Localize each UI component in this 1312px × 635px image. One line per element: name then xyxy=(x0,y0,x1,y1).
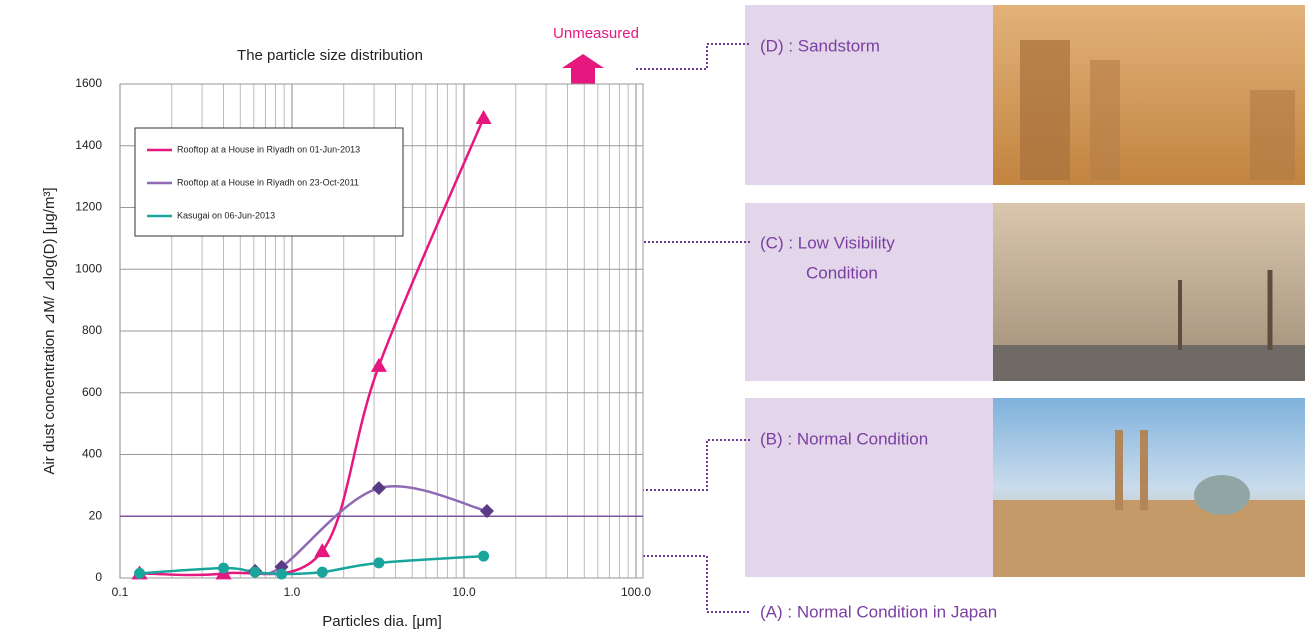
x-tick-label: 100.0 xyxy=(621,585,651,599)
marker xyxy=(371,481,386,496)
legend: Rooftop at a House in Riyadh on 01-Jun-2… xyxy=(134,127,404,237)
legend-label: Rooftop at a House in Riyadh on 23-Oct-2… xyxy=(177,177,359,187)
photo-shape xyxy=(1250,90,1295,180)
panel-label: (C) : Low Visibility xyxy=(760,233,895,252)
x-axis-label: Particles dia. [μm] xyxy=(322,613,442,630)
legend-box xyxy=(134,127,404,237)
chart-title: The particle size distribution xyxy=(237,47,423,64)
marker xyxy=(134,567,146,579)
panel-bg xyxy=(745,398,993,577)
photo-shape xyxy=(1194,475,1250,515)
marker xyxy=(475,109,492,124)
x-tick-label: 10.0 xyxy=(452,585,476,599)
panel-bg xyxy=(745,203,993,381)
y-tick-label: 0 xyxy=(95,570,102,584)
panel-bg xyxy=(745,5,993,185)
marker xyxy=(373,557,385,569)
y-tick-label: 600 xyxy=(82,385,102,399)
marker xyxy=(249,566,261,578)
marker xyxy=(478,550,490,562)
y-tick-label: 800 xyxy=(82,323,102,337)
marker xyxy=(218,562,230,574)
connector xyxy=(636,43,750,70)
x-tick-label: 1.0 xyxy=(284,585,301,599)
photo-shape xyxy=(993,500,1305,577)
y-tick-label: 20 xyxy=(89,508,103,522)
y-tick-label: 1400 xyxy=(75,138,102,152)
marker xyxy=(370,357,387,372)
panel-label: (D) : Sandstorm xyxy=(760,36,880,55)
y-tick-label: 1200 xyxy=(75,200,102,214)
panel-label: (B) : Normal Condition xyxy=(760,429,928,448)
legend-label: Kasugai on 06-Jun-2013 xyxy=(177,210,275,220)
panel-label: (A) : Normal Condition in Japan xyxy=(760,602,997,621)
y-axis-label: Air dust concentration ⊿M/ ⊿log(D) [μg/m… xyxy=(41,187,58,474)
marker xyxy=(316,566,328,578)
y-tick-label: 1600 xyxy=(75,76,102,90)
y-tick-label: 1000 xyxy=(75,261,102,275)
y-tick-label: 400 xyxy=(82,447,102,461)
photo-shape xyxy=(1115,430,1123,510)
x-tick-label: 0.1 xyxy=(112,585,129,599)
photo-shape xyxy=(1090,60,1120,180)
marker xyxy=(479,504,494,519)
panel-label: Condition xyxy=(806,263,878,282)
annotation: Unmeasured xyxy=(553,25,639,42)
series-line xyxy=(139,117,485,577)
marker xyxy=(276,568,288,580)
marker xyxy=(314,543,331,558)
photo-shape xyxy=(1020,40,1070,180)
arrow-head xyxy=(562,54,604,68)
legend-label: Rooftop at a House in Riyadh on 01-Jun-2… xyxy=(177,144,360,154)
photo-shape xyxy=(1140,430,1148,510)
photo-shape xyxy=(993,345,1305,381)
